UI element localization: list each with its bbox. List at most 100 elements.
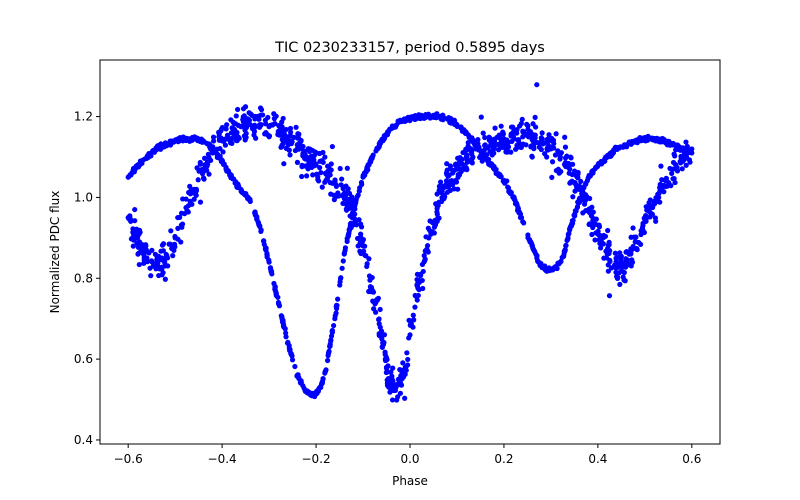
data-point-series-2 [199, 171, 206, 177]
data-point-series-1 [377, 140, 384, 146]
data-point-series-2 [482, 142, 488, 149]
data-point-series-2 [234, 138, 240, 144]
data-point-series-2 [596, 232, 602, 238]
data-point-series-2 [170, 253, 176, 259]
data-point-series-2 [557, 156, 563, 162]
y-tick-label: 0.8 [74, 271, 93, 285]
data-point-series-2 [218, 126, 225, 132]
data-points [125, 82, 695, 403]
data-point-series-2 [660, 188, 666, 195]
data-point-series-2 [505, 144, 512, 150]
data-point-series-1 [199, 139, 205, 145]
data-point-series-1 [152, 148, 158, 154]
data-point-series-2 [520, 129, 526, 135]
data-point-series-1 [599, 160, 605, 166]
x-tick-label: −0.2 [301, 452, 330, 466]
data-point-series-1 [235, 183, 242, 189]
data-point-series-2 [444, 171, 450, 177]
y-tick-label: 0.6 [74, 352, 93, 366]
data-point-series-2 [206, 171, 212, 177]
data-point-series-2 [640, 227, 646, 233]
data-point-series-1 [289, 357, 296, 363]
data-point-series-2 [376, 316, 382, 322]
data-point-series-1 [525, 232, 531, 238]
y-tick-label: 0.4 [74, 433, 93, 447]
data-point-series-2 [320, 149, 326, 156]
data-point-series-1 [360, 172, 366, 179]
data-point-series-2 [686, 157, 693, 163]
data-point-series-1 [407, 117, 413, 124]
data-point-series-2 [671, 151, 677, 157]
data-point-series-2 [441, 192, 447, 198]
data-point-series-2 [672, 179, 678, 186]
data-point-series-2 [683, 162, 689, 168]
data-point-series-2 [468, 159, 475, 165]
data-point-series-2 [601, 232, 607, 239]
data-point-series-2 [390, 385, 396, 392]
data-point-series-2 [644, 207, 650, 213]
data-point-series-2 [322, 154, 328, 160]
data-point-series-1 [146, 152, 152, 159]
data-point-series-2 [556, 150, 562, 156]
data-point-series-2 [205, 151, 211, 157]
x-tick-label: 0.0 [400, 452, 419, 466]
data-point-series-2 [246, 117, 253, 123]
data-point-series-2 [390, 365, 396, 371]
data-point-series-2 [382, 349, 388, 355]
data-point-series-1 [621, 143, 627, 149]
data-point-series-1 [241, 191, 248, 197]
data-point-series-2 [263, 130, 269, 136]
data-point-series-1 [322, 368, 328, 375]
data-point-series-2 [649, 211, 655, 217]
data-point-series-2 [240, 117, 246, 123]
data-point-series-2 [383, 357, 389, 363]
data-point-series-2 [127, 213, 133, 219]
data-point-series-2 [417, 272, 424, 279]
data-point-series-2 [436, 183, 442, 190]
data-point-series-2 [621, 277, 627, 283]
data-point-series-2 [285, 142, 291, 148]
data-point-series-2 [131, 236, 137, 242]
data-point-series-2 [414, 297, 420, 303]
data-point-series-2 [323, 177, 329, 183]
data-point-series-1 [589, 168, 595, 175]
data-point-series-1 [515, 207, 521, 213]
data-point-series-2 [538, 146, 544, 153]
data-point-series-1 [631, 138, 637, 144]
data-point-series-2 [201, 155, 208, 161]
data-point-series-2 [444, 161, 450, 167]
data-point-series-1 [280, 321, 287, 328]
data-point-series-2 [492, 125, 498, 131]
data-point-series-2 [605, 268, 611, 274]
data-point-series-2 [329, 143, 335, 150]
data-point-series-2 [643, 217, 649, 223]
data-point-series-2 [460, 166, 466, 173]
data-point-series-2 [667, 165, 673, 172]
data-point-series-2 [402, 371, 408, 377]
data-point-series-2 [291, 134, 297, 140]
data-point-series-1 [303, 388, 309, 395]
data-point-series-1 [326, 350, 332, 356]
data-point-series-2 [295, 135, 301, 141]
data-point-series-1 [325, 357, 331, 364]
data-point-series-2 [272, 120, 278, 127]
data-point-series-1 [220, 161, 227, 167]
x-axis-label: Phase [392, 474, 428, 488]
data-point-series-2 [368, 287, 374, 293]
data-point-series-1 [357, 185, 363, 191]
data-point-series-1 [459, 128, 466, 134]
data-point-series-2 [352, 216, 358, 222]
data-point-series-2 [227, 140, 234, 146]
data-point-series-2 [669, 170, 675, 176]
data-point-series-2 [310, 160, 317, 167]
data-point-series-2 [337, 165, 343, 172]
data-point-series-1 [298, 379, 304, 386]
data-point-series-1 [286, 342, 292, 349]
data-point-series-2 [575, 199, 581, 205]
chart-title: TIC 0230233157, period 0.5895 days [274, 40, 545, 56]
data-point-series-2 [456, 172, 463, 178]
data-point-series-2 [612, 250, 618, 256]
data-point-series-1 [271, 280, 277, 287]
data-point-series-2 [564, 153, 570, 159]
